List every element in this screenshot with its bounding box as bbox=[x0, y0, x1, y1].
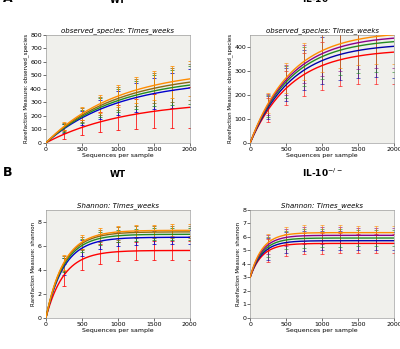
Title: Shannon: Times_weeks: Shannon: Times_weeks bbox=[77, 202, 159, 209]
Text: B: B bbox=[3, 166, 12, 179]
X-axis label: Sequences per sample: Sequences per sample bbox=[82, 328, 154, 333]
X-axis label: Sequences per sample: Sequences per sample bbox=[286, 328, 358, 333]
Y-axis label: Rarefaction Measure: observed_species: Rarefaction Measure: observed_species bbox=[23, 34, 29, 143]
Text: WT: WT bbox=[110, 170, 126, 179]
Text: IL-10$^{-/-}$: IL-10$^{-/-}$ bbox=[302, 0, 342, 5]
Text: IL-10$^{-/-}$: IL-10$^{-/-}$ bbox=[302, 167, 342, 179]
Text: WT: WT bbox=[110, 0, 126, 5]
X-axis label: Sequences per sample: Sequences per sample bbox=[82, 153, 154, 158]
Y-axis label: Rarefaction Measure: shannon: Rarefaction Measure: shannon bbox=[32, 222, 36, 306]
Title: observed_species: Times_weeks: observed_species: Times_weeks bbox=[266, 27, 378, 34]
Y-axis label: Rarefaction Measure: shannon: Rarefaction Measure: shannon bbox=[236, 222, 241, 306]
Text: A: A bbox=[3, 0, 12, 5]
X-axis label: Sequences per sample: Sequences per sample bbox=[286, 153, 358, 158]
Title: Shannon: Times_weeks: Shannon: Times_weeks bbox=[281, 202, 363, 209]
Title: observed_species: Times_weeks: observed_species: Times_weeks bbox=[62, 27, 174, 34]
Y-axis label: Rarefaction Measure: observed_species: Rarefaction Measure: observed_species bbox=[227, 34, 233, 143]
